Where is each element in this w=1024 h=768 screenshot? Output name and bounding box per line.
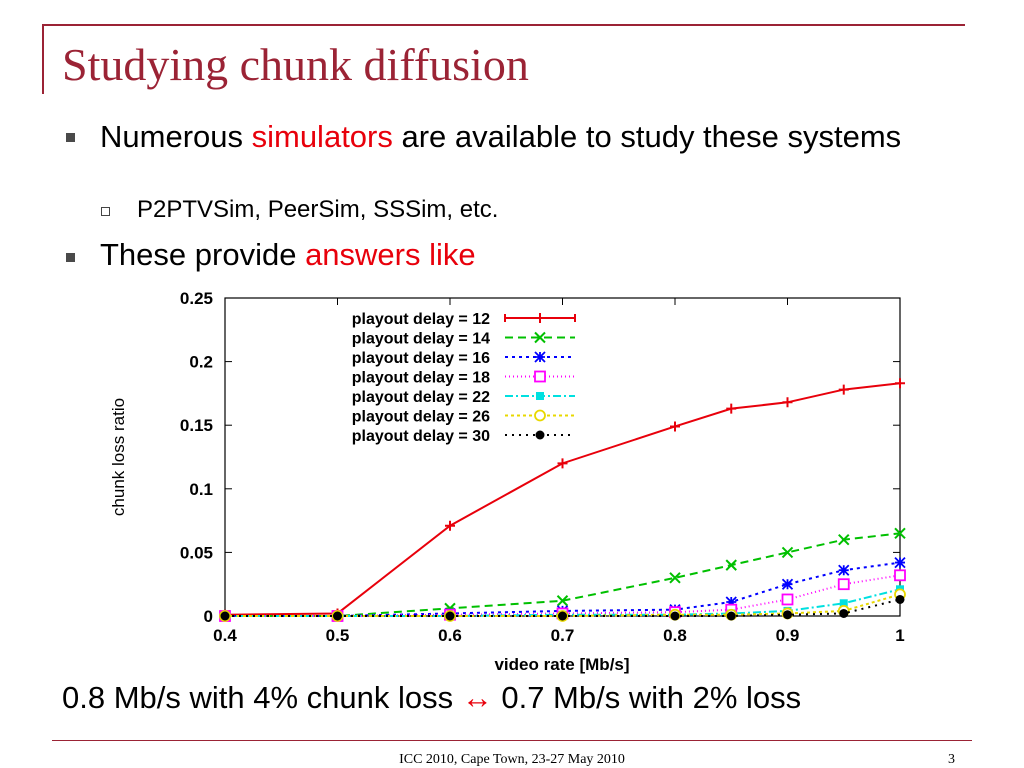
data-point: [557, 458, 568, 469]
x-tick-label: 0.8: [663, 626, 687, 645]
legend-marker: [536, 392, 544, 400]
title-accent-bar-vertical: [42, 24, 44, 94]
data-point: [556, 595, 569, 607]
data-point: [838, 384, 849, 395]
bottom-text-start: 0.8 Mb/s with 4% chunk loss: [62, 680, 462, 715]
legend-marker: [534, 351, 546, 363]
page-number: 3: [948, 752, 955, 767]
data-point: [726, 611, 736, 621]
series-line: [225, 532, 901, 617]
data-point: [220, 611, 230, 621]
data-point: [445, 520, 455, 531]
legend: playout delay = 12 playout delay = 14 play…: [352, 311, 576, 445]
data-point: [895, 378, 905, 389]
data-point: [669, 572, 681, 584]
data-point: [783, 610, 792, 620]
data-point: [781, 578, 794, 590]
data-point: [895, 594, 905, 604]
footer-divider: [52, 740, 972, 741]
data-point: [894, 527, 906, 540]
bullet-1: Numerous simulators are available to stu…: [100, 118, 980, 156]
sub-bullet-hollow-square-icon: [101, 207, 110, 216]
bullet-1-highlight: simulators: [251, 119, 393, 154]
legend-label: playout delay = 22: [352, 389, 490, 406]
legend-label: playout delay = 16: [352, 350, 490, 367]
axis-ticks: 0.4 0.5 0.6 0.7 0.8 0.9 1 0 0.05 0.1 0.15 0.2 0.25: [180, 289, 905, 645]
data-point: [726, 403, 737, 414]
legend-label: playout delay = 30: [352, 428, 490, 445]
data-point: [838, 533, 850, 546]
y-tick-label: 0.1: [189, 480, 213, 499]
data-point: [781, 546, 794, 559]
data-point: [333, 611, 342, 621]
y-tick-label: 0.15: [180, 416, 213, 435]
title-accent-bar-horizontal: [42, 24, 965, 26]
y-tick-label: 0: [204, 607, 213, 626]
double-arrow-icon: ↔: [461, 680, 493, 715]
bullet-1-text-start: Numerous: [100, 119, 252, 154]
bullet-square-icon: [66, 253, 75, 262]
legend-marker: [534, 331, 546, 344]
x-tick-label: 0.4: [213, 626, 237, 645]
series-line: [224, 382, 901, 616]
legend-label: playout delay = 14: [352, 331, 490, 348]
data-point: [782, 397, 793, 408]
legend-marker: [535, 313, 545, 323]
legend-marker: [534, 409, 546, 422]
data-point: [838, 564, 850, 576]
data-point: [781, 593, 794, 606]
x-axis-label: video rate [Mb/s]: [494, 655, 629, 674]
data-point: [445, 611, 455, 621]
x-tick-label: 0.5: [326, 626, 350, 645]
y-tick-label: 0.2: [189, 353, 213, 372]
x-tick-label: 0.7: [551, 626, 575, 645]
legend-marker: [535, 430, 545, 440]
data-point: [725, 596, 737, 608]
data-point: [725, 559, 737, 571]
slide-title: Studying chunk diffusion: [62, 39, 529, 90]
bullet-2-text-start: These provide: [100, 237, 306, 272]
series-1: [220, 378, 905, 620]
bullet-square-icon: [66, 133, 75, 142]
data-point: [894, 556, 906, 569]
y-axis-label: chunk loss ratio: [109, 398, 128, 516]
y-tick-label: 0.05: [180, 543, 213, 562]
bottom-statement: 0.8 Mb/s with 4% chunk loss ↔ 0.7 Mb/s w…: [62, 680, 801, 716]
x-tick-label: 1: [895, 626, 904, 645]
data-point: [837, 578, 850, 591]
data-point: [558, 611, 567, 621]
series-7: [220, 594, 905, 621]
x-tick-label: 0.9: [776, 626, 800, 645]
bullet-2: These provide answers like: [100, 236, 476, 274]
sub-bullet-1: P2PTVSim, PeerSim, SSSim, etc.: [137, 196, 499, 223]
data-point: [670, 611, 680, 621]
legend-line-cap: [504, 314, 576, 322]
plot-frame: [224, 297, 901, 617]
footer-text: ICC 2010, Cape Town, 23-27 May 2010: [399, 752, 625, 767]
bullet-2-highlight: answers like: [305, 237, 476, 272]
series-lines: [219, 378, 906, 622]
y-tick-label: 0.25: [180, 289, 213, 308]
data-point: [839, 608, 849, 618]
legend-label: playout delay = 26: [352, 409, 490, 426]
data-point: [839, 599, 848, 608]
data-point: [894, 569, 906, 582]
x-tick-label: 0.6: [438, 626, 462, 645]
legend-label: playout delay = 12: [352, 311, 490, 328]
legend-marker: [534, 370, 546, 383]
bottom-text-end: 0.7 Mb/s with 2% loss: [492, 680, 802, 715]
bullet-1-text-end: are available to study these systems: [392, 119, 902, 154]
data-point: [670, 421, 680, 432]
legend-label: playout delay = 18: [352, 370, 490, 387]
